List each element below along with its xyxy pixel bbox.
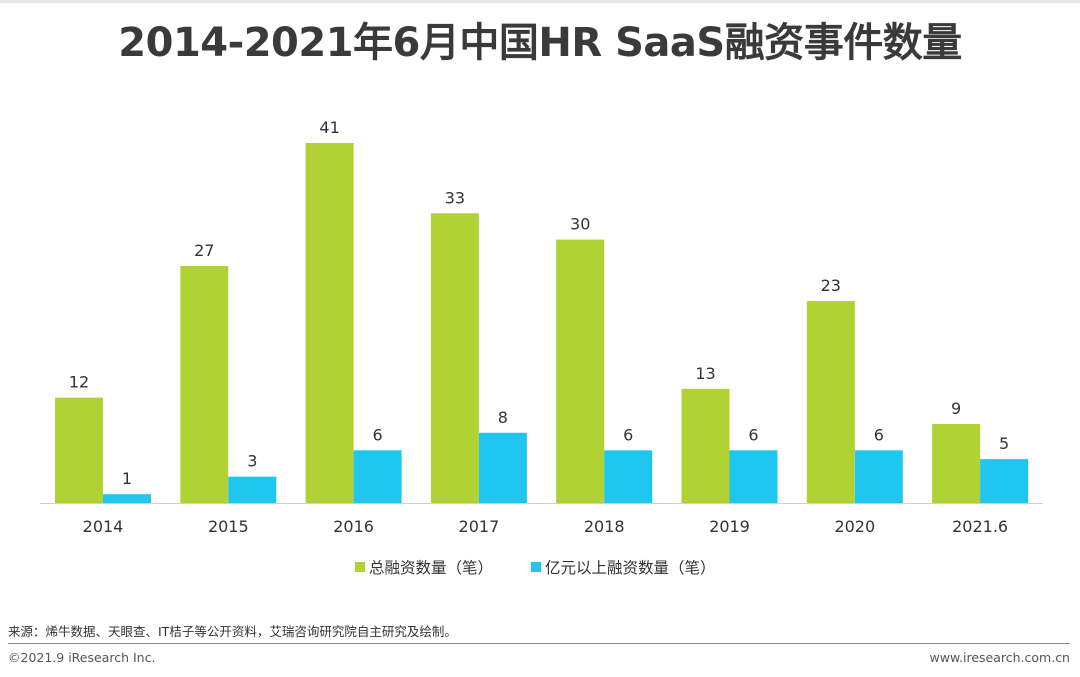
bar-large-2021.6 [980, 459, 1029, 503]
data-label-total-2019: 13 [695, 364, 715, 383]
top-rule [0, 0, 1080, 3]
footer-divider [8, 643, 1070, 644]
data-label-total-2016: 41 [319, 118, 339, 137]
data-label-total-2020: 23 [821, 276, 841, 295]
bar-total-2020 [806, 301, 855, 503]
data-label-large-2018: 6 [623, 425, 633, 444]
bar-total-2018 [556, 239, 605, 503]
data-label-total-2017: 33 [445, 188, 465, 207]
data-label-total-2015: 27 [194, 241, 214, 260]
x-tick-label-2020: 2020 [834, 517, 875, 536]
bar-large-2017 [478, 432, 527, 503]
bar-large-2016 [353, 450, 402, 503]
data-label-large-2016: 6 [373, 425, 383, 444]
x-tick-label-2021.6: 2021.6 [952, 517, 1008, 536]
bar-total-2021.6 [932, 423, 981, 503]
bar-total-2014 [55, 397, 103, 503]
x-tick-label-2019: 2019 [709, 517, 750, 536]
source-note: 来源：烯牛数据、天眼查、IT桔子等公开资料，艾瑞咨询研究院自主研究及绘制。 [8, 624, 457, 639]
x-tick-label-2017: 2017 [459, 517, 500, 536]
bar-large-2018 [604, 450, 653, 503]
bar-total-2017 [430, 213, 479, 503]
website-link[interactable]: www.iresearch.com.cn [929, 650, 1071, 665]
data-label-total-2018: 30 [570, 215, 590, 234]
legend-label-total: 总融资数量（笔） [369, 559, 493, 577]
x-tick-label-2014: 2014 [83, 517, 124, 536]
x-tick-label-2018: 2018 [584, 517, 625, 536]
x-tick-label-2016: 2016 [333, 517, 374, 536]
legend-label-large: 亿元以上融资数量（笔） [545, 559, 716, 577]
legend-swatch-large [531, 562, 541, 572]
data-label-large-2017: 8 [498, 408, 508, 427]
bar-large-2014 [103, 494, 151, 503]
bar-large-2015 [228, 476, 277, 503]
bar-total-2016 [305, 143, 354, 503]
data-label-total-2014: 12 [69, 373, 89, 392]
bar-total-2019 [681, 388, 730, 503]
data-label-large-2014: 1 [122, 469, 132, 488]
bar-large-2019 [729, 450, 778, 503]
chart-title: 2014-2021年6月中国HR SaaS融资事件数量 [118, 20, 962, 66]
data-label-large-2019: 6 [748, 425, 758, 444]
data-label-large-2021.6: 5 [999, 434, 1009, 453]
bar-total-2015 [180, 265, 229, 503]
data-label-large-2015: 3 [247, 452, 257, 471]
data-label-total-2021.6: 9 [951, 399, 961, 418]
legend-swatch-total [355, 562, 365, 572]
bar-large-2020 [854, 450, 903, 503]
copyright-text: ©2021.9 iResearch Inc. [8, 650, 156, 665]
data-label-large-2020: 6 [874, 425, 884, 444]
x-tick-label-2015: 2015 [208, 517, 249, 536]
bar-chart: 12 1 2014 27 3 2015 41 6 2016 33 8 2017 30 6 2018 13 6 20… [40, 118, 1043, 577]
